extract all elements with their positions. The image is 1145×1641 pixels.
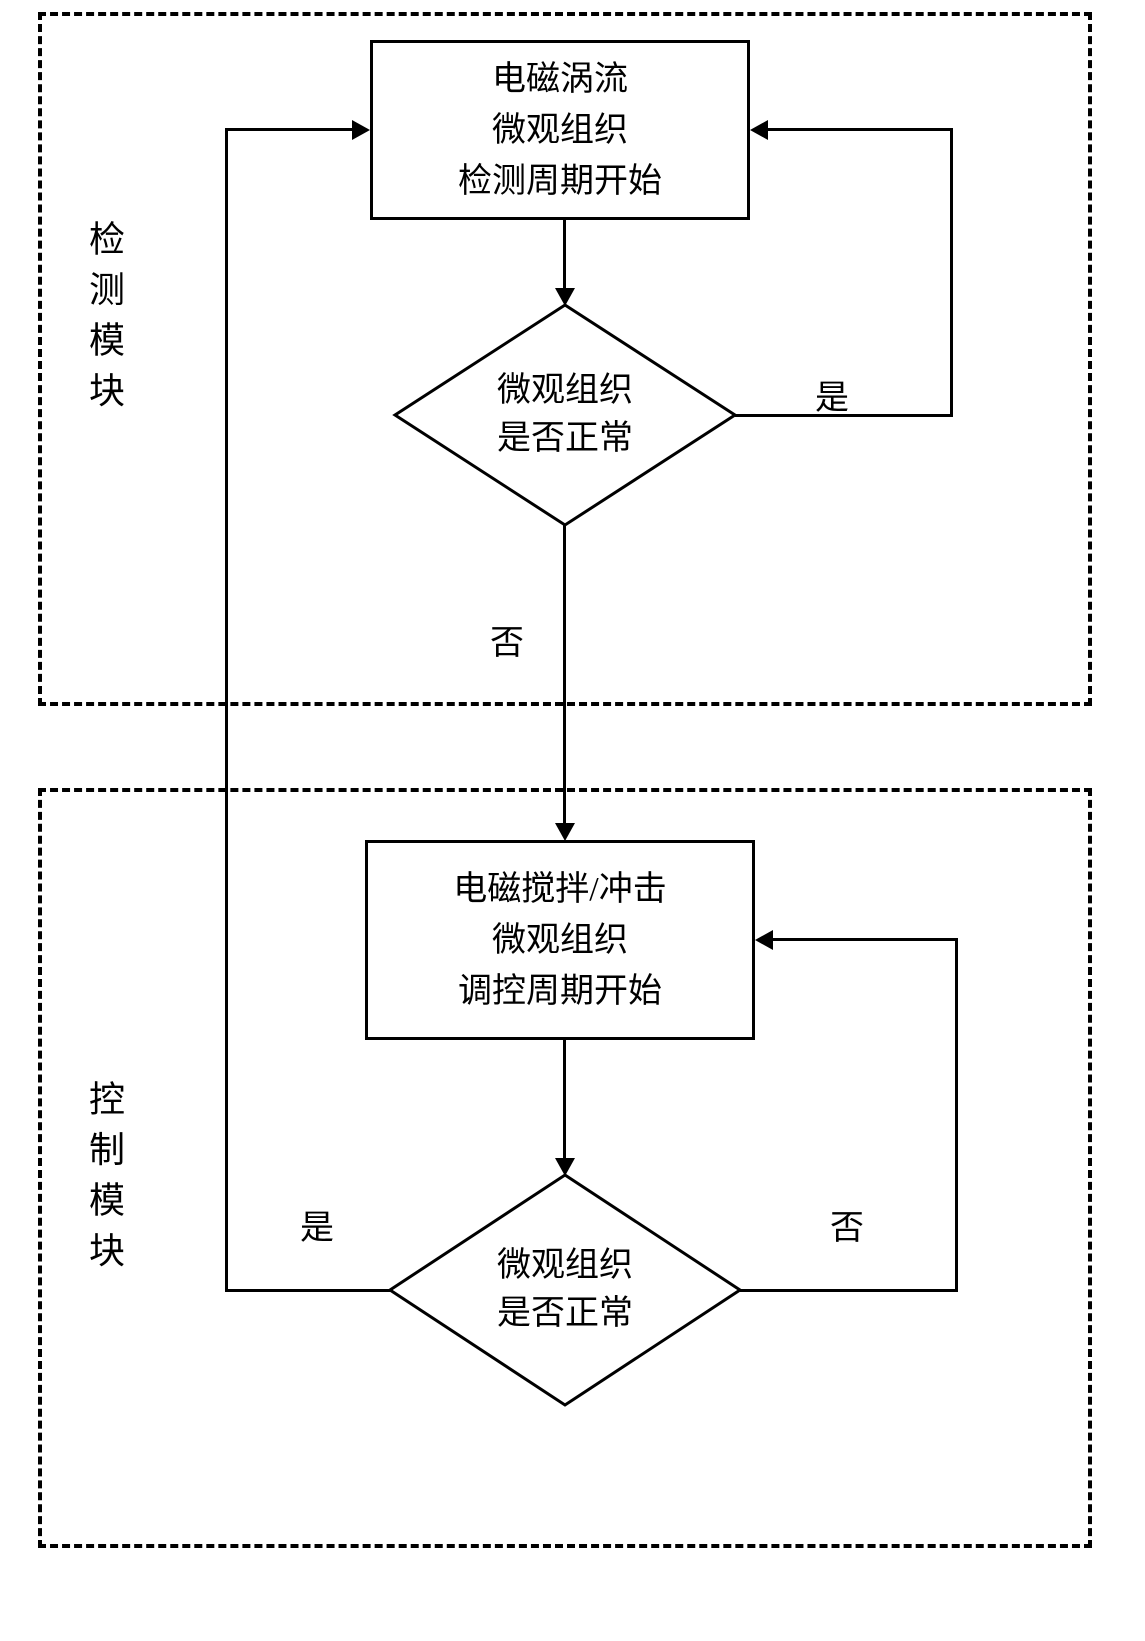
decision-control-line1: 微观组织 <box>497 1242 633 1290</box>
edge-d2-yes-h2 <box>225 128 353 131</box>
process-detect-line2: 微观组织 <box>492 105 628 156</box>
process-control-line2: 微观组织 <box>492 915 628 966</box>
arrow-p2-d2 <box>555 1158 575 1176</box>
module-control-label: 控制模块 <box>78 1080 130 1282</box>
edge-label-detect-no: 否 <box>490 615 524 664</box>
process-control-line3: 调控周期开始 <box>458 966 662 1017</box>
edge-label-detect-yes: 是 <box>815 370 849 419</box>
edge-label-control-yes: 是 <box>300 1200 334 1249</box>
arrow-p1-d1 <box>555 288 575 306</box>
decision-control-line2: 是否正常 <box>497 1290 633 1338</box>
edge-d1-no-v <box>563 525 566 825</box>
arrow-d2-yes <box>352 120 370 140</box>
edge-p1-d1 <box>563 220 566 290</box>
arrow-d2-no <box>755 930 773 950</box>
module-detect-label: 检测模块 <box>78 220 130 422</box>
decision-detect-line1: 微观组织 <box>497 367 633 415</box>
process-control-start: 电磁搅拌/冲击 微观组织 调控周期开始 <box>365 840 755 1040</box>
edge-d2-no-v <box>955 938 958 1292</box>
edge-d2-yes-h1 <box>225 1289 393 1292</box>
process-detect-start: 电磁涡流 微观组织 检测周期开始 <box>370 40 750 220</box>
arrow-d1-no <box>555 823 575 841</box>
decision-detect: 微观组织 是否正常 <box>395 305 735 525</box>
flowchart-canvas: 检测模块 控制模块 电磁涡流 微观组织 检测周期开始 微观组织 是否正常 电磁搅… <box>0 0 1145 1641</box>
process-control-line1: 电磁搅拌/冲击 <box>453 864 666 915</box>
edge-label-control-no: 否 <box>830 1200 864 1249</box>
decision-control: 微观组织 是否正常 <box>390 1175 740 1405</box>
edge-d2-yes-v <box>225 128 228 1292</box>
edge-d1-yes-h <box>735 414 953 417</box>
edge-d2-no-h <box>740 1289 958 1292</box>
edge-d1-yes-h2 <box>768 128 953 131</box>
arrow-d1-yes <box>750 120 768 140</box>
edge-d2-no-h2 <box>773 938 958 941</box>
edge-d1-yes-v <box>950 128 953 417</box>
decision-detect-line2: 是否正常 <box>497 415 633 463</box>
process-detect-line1: 电磁涡流 <box>492 54 628 105</box>
process-detect-line3: 检测周期开始 <box>458 156 662 207</box>
edge-p2-d2 <box>563 1040 566 1160</box>
